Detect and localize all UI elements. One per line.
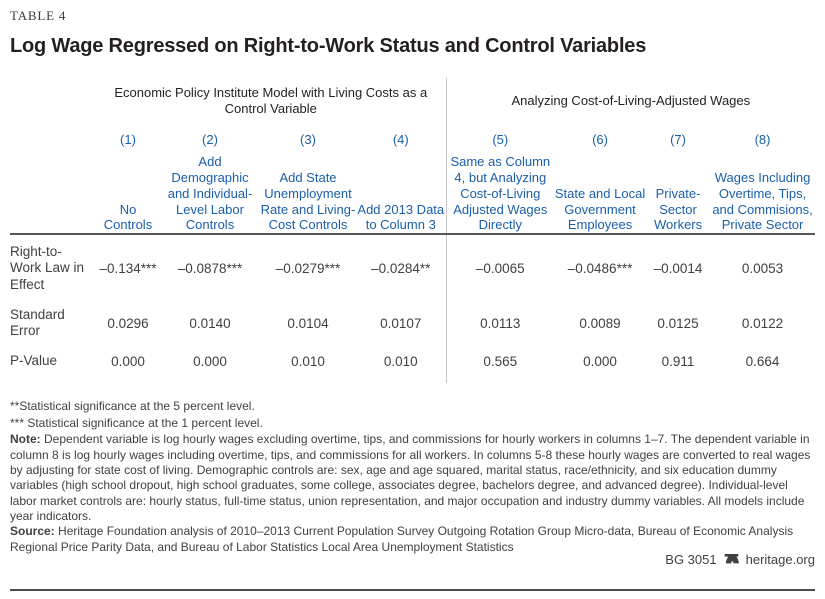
table-row-rtw-coefficient: Right-to-Work Law in Effect –0.134*** –0…	[10, 235, 815, 300]
table-row-standard-error: Standard Error 0.0296 0.0140 0.0104 0.01…	[10, 299, 815, 347]
cell-value: 0.000	[193, 353, 227, 369]
cell-value: 0.0140	[189, 315, 231, 331]
cell-value: 0.010	[383, 353, 418, 369]
column-desc-6: State and Local Government Employees	[554, 185, 646, 233]
column-desc-3: Add State Unemployment Rate and Living-C…	[260, 169, 356, 233]
cell-value: 0.010	[291, 353, 325, 369]
page-footer: BG 3051 heritage.org	[665, 552, 815, 567]
cell-value: 0.664	[745, 353, 780, 369]
column-desc-4: Add 2013 Data to Column 3	[357, 201, 445, 233]
cell-value: 0.0104	[287, 315, 329, 331]
cell-value: –0.134***	[99, 261, 157, 277]
row-label: P-Value	[10, 353, 58, 369]
note-text: Dependent variable is log hourly wages e…	[10, 432, 811, 523]
column-desc-5: Same as Column 4, but Analyzing Cost-of-…	[445, 154, 555, 235]
cell-value: 0.000	[111, 353, 145, 369]
empty-cell	[10, 124, 96, 154]
column-number-7: (7)	[670, 131, 686, 147]
liberty-bell-icon	[723, 553, 740, 567]
cell-value: –0.0279***	[275, 261, 341, 277]
regression-table: Economic Policy Institute Model with Liv…	[10, 78, 816, 384]
column-description-row: No Controls Add Demographic and Individu…	[10, 154, 815, 235]
column-number-row: (1) (2) (3) (4) (5) (6) (7) (8)	[10, 124, 815, 154]
cell-value: 0.0122	[741, 315, 784, 331]
significance-note-1pct: *** Statistical significance at the 1 pe…	[10, 415, 263, 430]
cell-value: –0.0486***	[567, 261, 633, 277]
bottom-rule	[10, 589, 815, 591]
document-id: BG 3051	[665, 552, 717, 567]
table-footnotes: **Statistical significance at the 5 perc…	[10, 399, 815, 555]
source-text: Heritage Foundation analysis of 2010–201…	[10, 524, 794, 554]
cell-value: 0.0107	[380, 315, 422, 331]
note-paragraph: Note: Dependent variable is log hourly w…	[10, 432, 815, 524]
note-label: Note:	[10, 432, 41, 447]
column-desc-2: Add Demographic and Individual-Level Lab…	[167, 154, 253, 233]
source-paragraph: Source: Heritage Foundation analysis of …	[10, 524, 815, 555]
group-header-cola-wages: Analyzing Cost-of-Living-Adjusted Wages	[445, 78, 816, 124]
empty-corner-cell	[10, 78, 96, 124]
column-number-4: (4)	[392, 131, 409, 147]
table-row-p-value: P-Value 0.000 0.000 0.010 0.010 0.565 0.…	[10, 346, 815, 384]
row-label: Right-to-Work Law in Effect	[10, 244, 85, 292]
column-desc-7: Private-Sector Workers	[653, 185, 703, 233]
column-desc-1: No Controls	[103, 201, 153, 233]
cell-value: 0.0089	[579, 315, 621, 331]
cell-value: 0.565	[445, 346, 555, 384]
column-number-1: (1)	[120, 131, 136, 147]
cell-value: 0.0125	[657, 315, 699, 331]
cell-value: 0.0053	[741, 261, 784, 277]
column-desc-8: Wages Including Overtime, Tips, and Comm…	[712, 169, 813, 233]
source-label: Source:	[10, 524, 55, 539]
column-group-header-row: Economic Policy Institute Model with Liv…	[10, 78, 816, 124]
column-number-3: (3)	[300, 131, 316, 147]
cell-value: –0.0014	[653, 261, 703, 277]
group-header-epi-model: Economic Policy Institute Model with Liv…	[114, 84, 428, 116]
cell-value: –0.0878***	[177, 261, 243, 277]
cell-value: 0.0296	[107, 315, 149, 331]
cell-value: –0.0065	[445, 235, 555, 300]
cell-value: –0.0284**	[371, 261, 431, 277]
column-number-6: (6)	[592, 131, 608, 147]
table-number-label: TABLE 4	[10, 8, 67, 23]
site-url: heritage.org	[745, 552, 815, 567]
report-page: TABLE 4 Log Wage Regressed on Right-to-W…	[10, 8, 816, 555]
empty-cell	[10, 154, 96, 234]
significance-note-5pct: **Statistical significance at the 5 perc…	[10, 399, 255, 414]
row-label: Standard Error	[10, 306, 65, 339]
cell-value: 0.911	[661, 353, 695, 369]
column-number-5: (5)	[445, 124, 555, 154]
column-number-8: (8)	[754, 131, 771, 147]
cell-value: 0.0113	[445, 299, 555, 347]
column-number-2: (2)	[202, 131, 218, 147]
page-title: Log Wage Regressed on Right-to-Work Stat…	[10, 35, 647, 57]
cell-value: 0.000	[583, 353, 617, 369]
